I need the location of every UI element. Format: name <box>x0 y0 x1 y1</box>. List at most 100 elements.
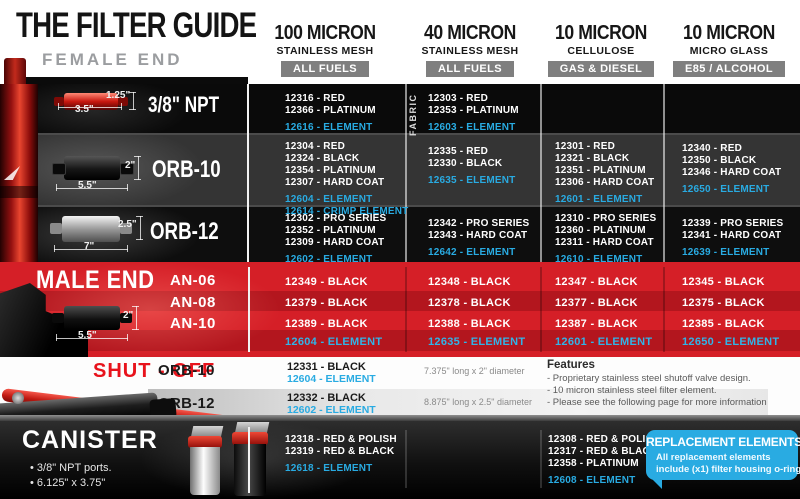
column-divider <box>663 84 665 262</box>
row-label-an10: AN-10 <box>170 315 216 332</box>
part-number: 12388 - BLACK <box>428 318 511 330</box>
fuel-badge: GAS & DIESEL <box>547 61 655 77</box>
element-number: 12604 - ELEMENT <box>285 336 383 348</box>
male-row-stripe <box>0 330 800 351</box>
section-label-female-end: FEMALE END <box>42 50 183 69</box>
row-label-orb12: ORB-12 <box>150 218 219 245</box>
part-number: 12378 - BLACK <box>428 297 511 309</box>
column-micron: 40 MICRON <box>424 22 516 44</box>
row-label-an08: AN-08 <box>170 294 216 311</box>
cell-orb12-40micron: 12342 - PRO SERIES 12343 - HARD COAT 1264… <box>428 218 529 259</box>
width-measure-line <box>56 184 128 191</box>
male-row-stripe <box>0 291 800 311</box>
part-numbers: 12302 - PRO SERIES 12352 - PLATINUM 12309 … <box>285 213 387 248</box>
column-media: STAINLESS MESH <box>276 45 374 57</box>
part-numbers: 12339 - PRO SERIES 12341 - HARD COAT <box>682 218 784 241</box>
element-number: 12604 - ELEMENT <box>287 373 376 385</box>
element-number: 12650 - ELEMENT <box>682 336 780 348</box>
column-media: STAINLESS MESH <box>421 45 519 57</box>
dim-height: 1.25" <box>106 90 131 101</box>
canister-specs: • 3/8" NPT ports. • 6.125" x 3.75" <box>30 462 112 489</box>
part-number: 12385 - BLACK <box>682 318 765 330</box>
column-media: CELLULOSE <box>567 45 635 57</box>
row-label-shutoff-orb10: ORB-10 <box>158 362 215 379</box>
dim-height: 2.5" <box>118 219 137 230</box>
part-numbers: 12310 - PRO SERIES 12360 - PLATINUM 12311 … <box>555 213 657 248</box>
canister-title: CANISTER <box>22 426 158 454</box>
part-numbers: 12342 - PRO SERIES 12343 - HARD COAT <box>428 218 530 241</box>
element-numbers: 12639 - ELEMENT <box>682 247 770 258</box>
size-note: 8.875" long x 2.5" diameter <box>424 397 532 407</box>
element-numbers: 12610 - ELEMENT <box>555 254 643 265</box>
part-numbers: 12335 - RED 12330 - BLACK <box>428 146 503 169</box>
row-orb12 <box>0 207 800 262</box>
column-media: MICRO GLASS <box>689 45 769 57</box>
cell-canister-cellulose: 12308 - RED & POLISH 12317 - RED & BLACK 1… <box>548 434 660 487</box>
part-number: 12348 - BLACK <box>428 276 511 288</box>
column-divider <box>248 267 250 352</box>
column-header-40-micron: 40 MICRON STAINLESS MESH ALL FUELS <box>395 22 545 77</box>
element-numbers: 12601 - ELEMENT <box>555 194 643 205</box>
callout-body: All replacement elements include (x1) fil… <box>656 452 800 475</box>
element-numbers: 12602 - ELEMENT <box>285 254 373 265</box>
fuel-badge: ALL FUELS <box>281 61 369 77</box>
element-numbers: 12618 - ELEMENT <box>285 463 373 474</box>
element-numbers: 12635 - ELEMENT <box>428 175 516 186</box>
part-numbers: 12318 - RED & POLISH 12319 - RED & BLACK <box>285 434 397 457</box>
height-measure-line <box>134 156 141 180</box>
part-number: 12389 - BLACK <box>285 318 368 330</box>
row-label-an06: AN-06 <box>170 272 216 289</box>
dim-height: 2" <box>125 160 136 171</box>
column-header-10-micron-cellulose: 10 MICRON CELLULOSE GAS & DIESEL <box>526 22 676 77</box>
row-label-npt: 3/8" NPT <box>148 92 220 117</box>
cell-orb10-100micron: 12304 - RED 12324 - BLACK 12354 - PLATINUM… <box>285 141 409 218</box>
part-numbers: 12301 - RED 12321 - BLACK 12351 - PLATINUM… <box>555 141 655 188</box>
features-title: Features <box>547 359 595 371</box>
height-measure-line <box>132 306 139 330</box>
part-number: 12347 - BLACK <box>555 276 638 288</box>
dim-width: 5.5" <box>78 180 97 191</box>
height-measure-line <box>129 92 136 110</box>
replacement-elements-callout: REPLACEMENT ELEMENTS All replacement ele… <box>646 430 800 489</box>
column-divider <box>247 84 249 262</box>
element-numbers: 12616 - ELEMENT <box>285 122 373 133</box>
element-number: 12602 - ELEMENT <box>287 404 376 416</box>
part-numbers: 12304 - RED 12324 - BLACK 12354 - PLATINUM… <box>285 141 385 188</box>
size-note: 7.375" long x 2" diameter <box>424 366 525 376</box>
column-divider <box>405 267 407 352</box>
fuel-badge: E85 / ALCOHOL <box>673 61 785 77</box>
male-end-title: MALE END <box>36 266 155 294</box>
cell-npt-100micron: 12316 - RED 12366 - PLATINUM 12616 - ELEM… <box>285 93 376 134</box>
callout-tail <box>650 477 662 489</box>
fabric-note: FABRIC <box>408 93 418 137</box>
column-divider <box>540 84 542 262</box>
cell-orb10-cellulose: 12301 - RED 12321 - BLACK 12351 - PLATINUM… <box>555 141 654 206</box>
column-divider <box>405 84 407 262</box>
width-measure-line <box>58 103 122 110</box>
page-title: THE FILTER GUIDE <box>16 6 257 45</box>
part-number: 12349 - BLACK <box>285 276 368 288</box>
width-measure-line <box>54 245 128 252</box>
column-micron: 100 MICRON <box>274 22 376 44</box>
element-numbers: 12650 - ELEMENT <box>682 184 770 195</box>
element-number: 12601 - ELEMENT <box>555 336 653 348</box>
row-divider <box>0 133 800 135</box>
cell-orb12-100micron: 12302 - PRO SERIES 12352 - PLATINUM 12309 … <box>285 213 386 266</box>
column-divider <box>540 430 542 488</box>
element-numbers: 12603 - ELEMENT <box>428 122 516 133</box>
part-number: 12331 - BLACK <box>287 361 366 373</box>
element-numbers: 12604 - ELEMENT 12614 - CRIMP ELEMENT <box>285 194 409 217</box>
row-divider <box>0 205 800 207</box>
column-divider <box>663 267 665 352</box>
dim-width: 7" <box>84 241 95 252</box>
element-numbers: 12608 - ELEMENT <box>548 475 636 486</box>
orb12-stripe <box>148 389 768 418</box>
cell-orb12-cellulose: 12310 - PRO SERIES 12360 - PLATINUM 12311 … <box>555 213 656 266</box>
part-number: 12375 - BLACK <box>682 297 765 309</box>
part-numbers: 12340 - RED 12350 - BLACK 12346 - HARD COA… <box>682 143 782 178</box>
dim-height: 2" <box>123 310 134 321</box>
part-numbers: 12316 - RED 12366 - PLATINUM <box>285 93 376 116</box>
table-top-edge <box>26 77 248 85</box>
column-divider <box>405 430 407 488</box>
